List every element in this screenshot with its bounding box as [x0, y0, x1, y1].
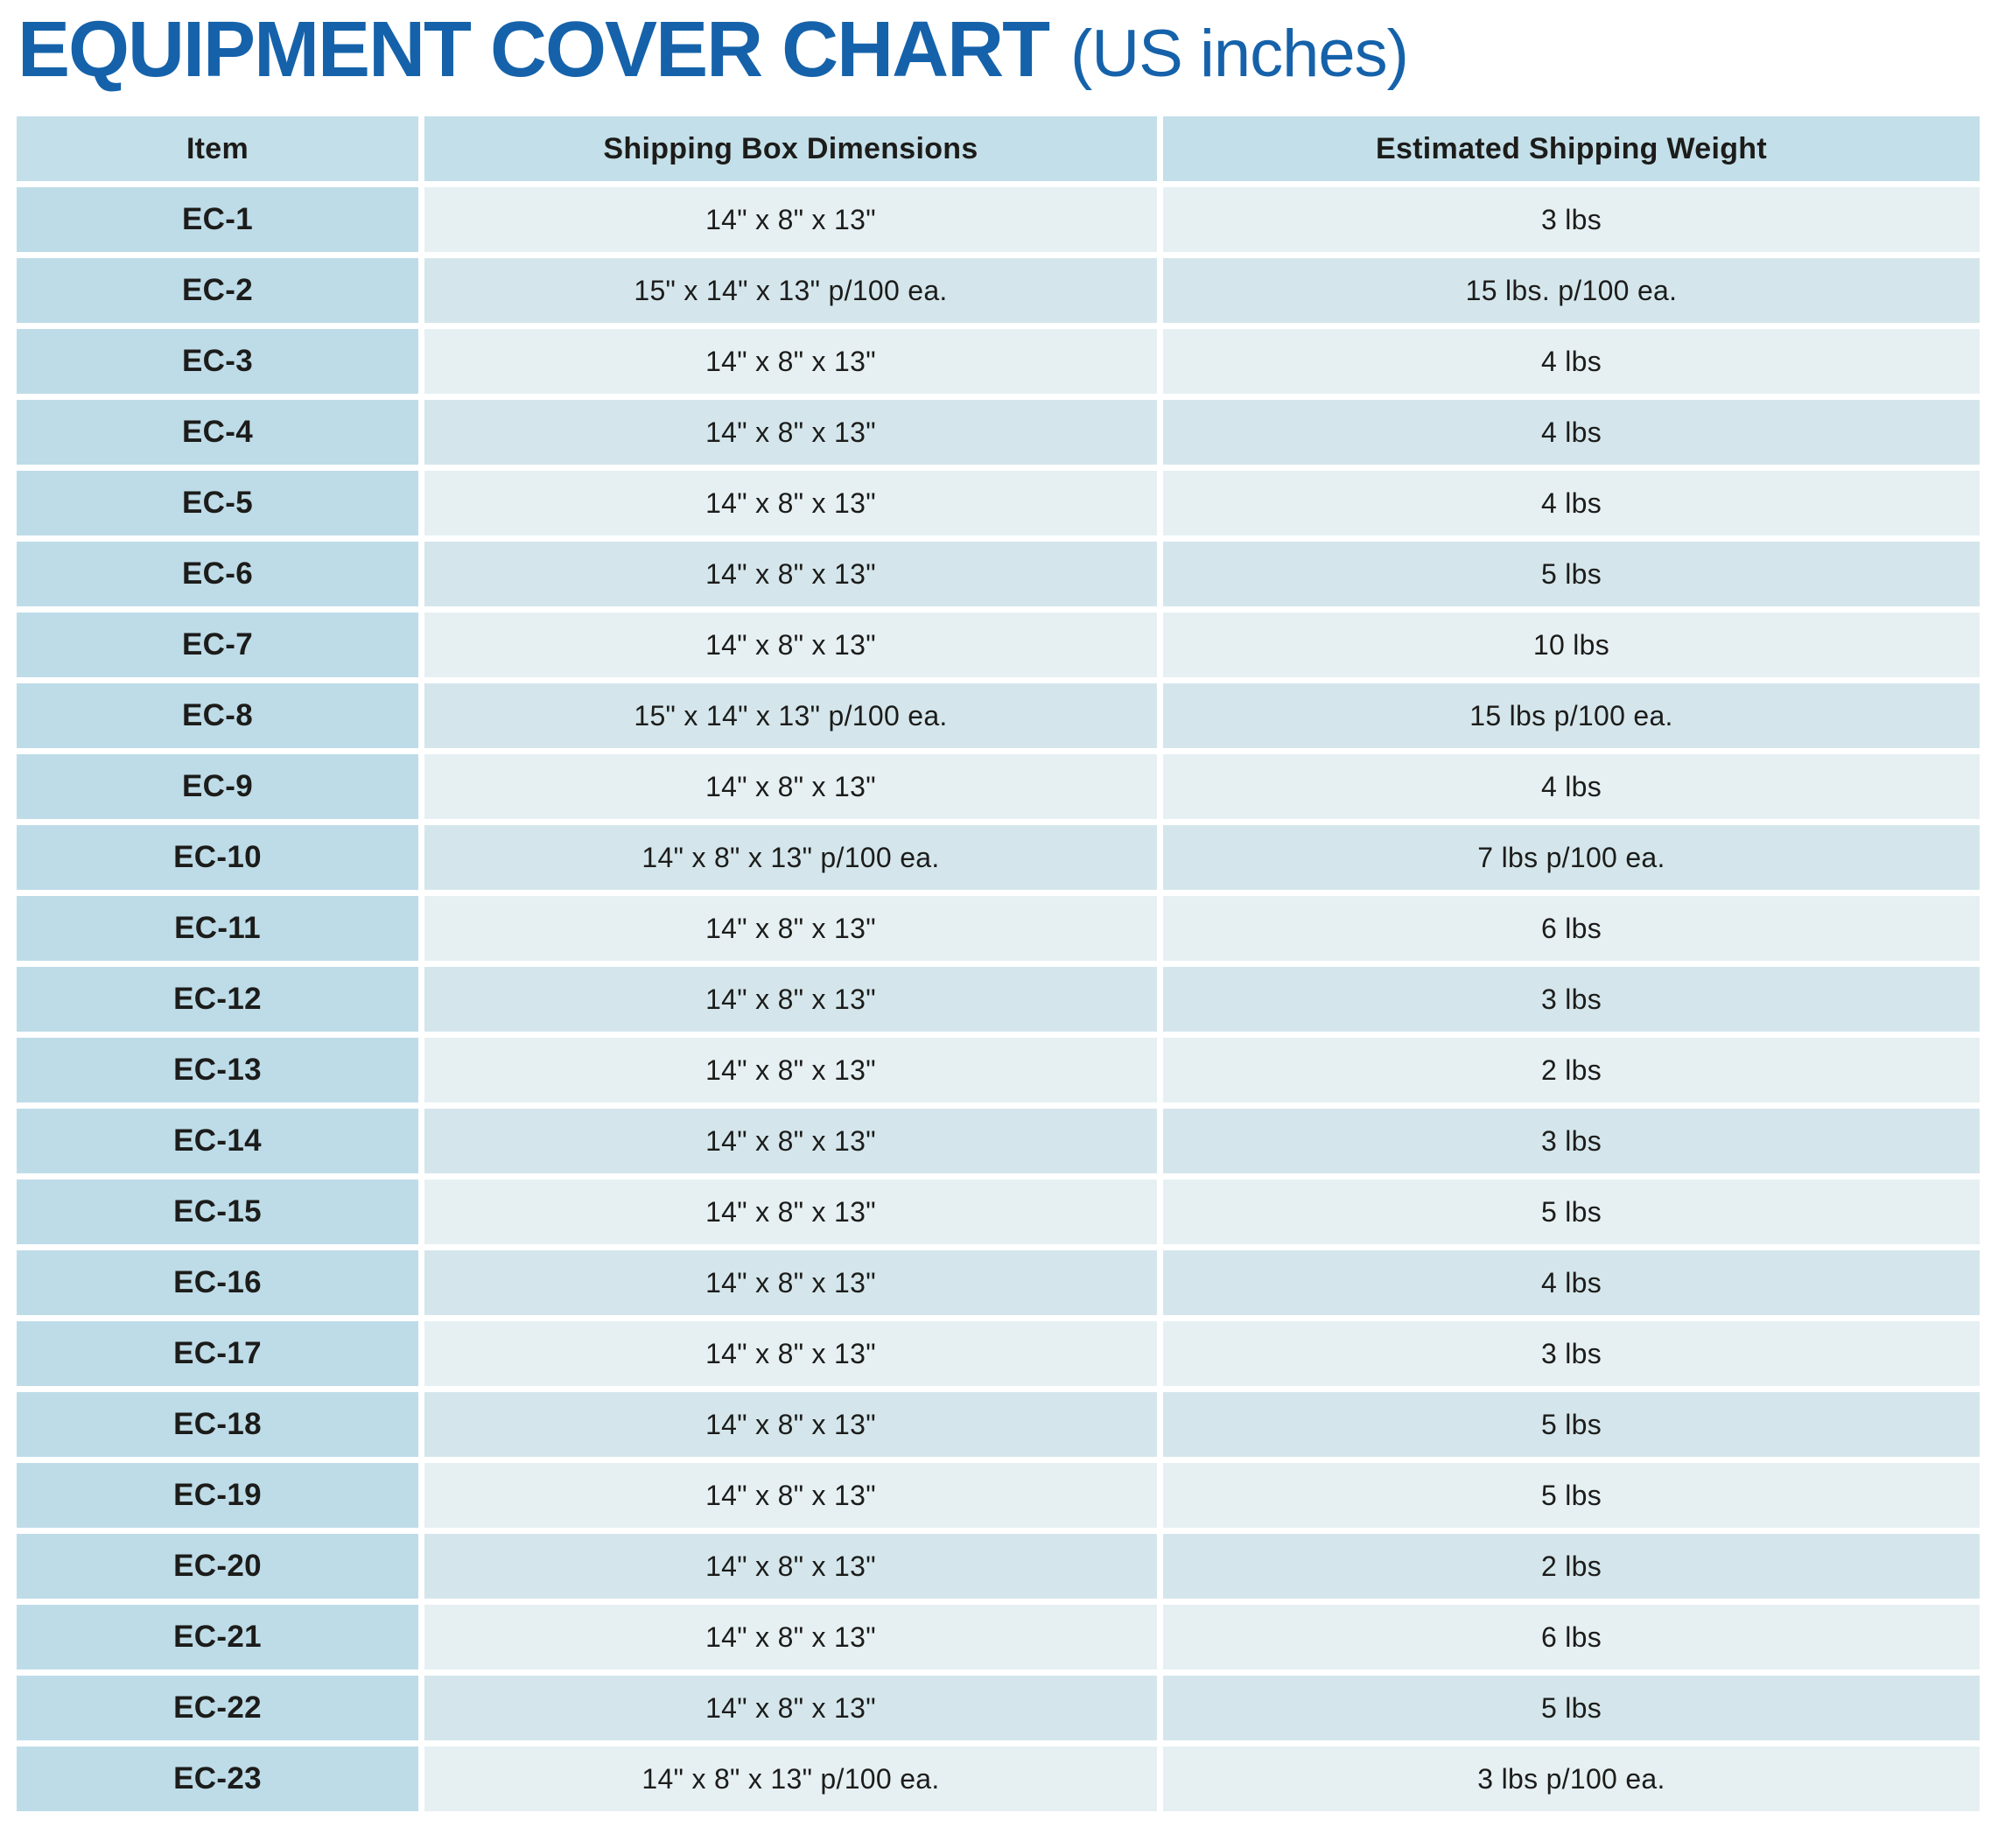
dimensions-cell: 14" x 8" x 13" [424, 1109, 1157, 1173]
dimensions-cell: 14" x 8" x 13" [424, 187, 1157, 252]
dimensions-cell: 14" x 8" x 13" [424, 1605, 1157, 1670]
weight-cell: 2 lbs [1163, 1534, 1980, 1599]
item-cell: EC-12 [17, 967, 418, 1032]
page-title-suffix: (US inches) [1069, 17, 1409, 91]
dimensions-cell: 14" x 8" x 13" p/100 ea. [424, 1746, 1157, 1811]
weight-cell: 5 lbs [1163, 1463, 1980, 1528]
item-cell: EC-11 [17, 896, 418, 961]
weight-cell: 3 lbs [1163, 1109, 1980, 1173]
weight-cell: 4 lbs [1163, 329, 1980, 394]
item-cell: EC-18 [17, 1392, 418, 1457]
item-cell: EC-8 [17, 683, 418, 748]
weight-cell: 2 lbs [1163, 1038, 1980, 1102]
weight-cell: 10 lbs [1163, 612, 1980, 677]
column-header-weight: Estimated Shipping Weight [1163, 116, 1980, 181]
weight-cell: 4 lbs [1163, 400, 1980, 465]
weight-cell: 3 lbs p/100 ea. [1163, 1746, 1980, 1811]
weight-cell: 15 lbs p/100 ea. [1163, 683, 1980, 748]
weight-cell: 6 lbs [1163, 1605, 1980, 1670]
item-cell: EC-4 [17, 400, 418, 465]
dimensions-cell: 14" x 8" x 13" [424, 1250, 1157, 1315]
item-cell: EC-5 [17, 471, 418, 536]
dimensions-cell: 14" x 8" x 13" [424, 754, 1157, 819]
item-cell: EC-20 [17, 1534, 418, 1599]
dimensions-cell: 14" x 8" x 13" [424, 471, 1157, 536]
dimensions-cell: 14" x 8" x 13" p/100 ea. [424, 825, 1157, 890]
dimensions-cell: 14" x 8" x 13" [424, 896, 1157, 961]
item-cell: EC-13 [17, 1038, 418, 1102]
dimensions-cell: 14" x 8" x 13" [424, 400, 1157, 465]
item-cell: EC-2 [17, 258, 418, 323]
weight-cell: 4 lbs [1163, 471, 1980, 536]
item-cell: EC-6 [17, 542, 418, 606]
dimensions-cell: 14" x 8" x 13" [424, 1321, 1157, 1386]
dimensions-cell: 14" x 8" x 13" [424, 1180, 1157, 1244]
weight-cell: 3 lbs [1163, 1321, 1980, 1386]
dimensions-cell: 15" x 14" x 13" p/100 ea. [424, 683, 1157, 748]
item-cell: EC-23 [17, 1746, 418, 1811]
column-header-item: Item [17, 116, 418, 181]
weight-cell: 3 lbs [1163, 967, 1980, 1032]
dimensions-cell: 14" x 8" x 13" [424, 542, 1157, 606]
item-cell: EC-15 [17, 1180, 418, 1244]
weight-cell: 7 lbs p/100 ea. [1163, 825, 1980, 890]
item-cell: EC-10 [17, 825, 418, 890]
item-cell: EC-22 [17, 1676, 418, 1740]
column-header-dimensions: Shipping Box Dimensions [424, 116, 1157, 181]
weight-cell: 4 lbs [1163, 1250, 1980, 1315]
dimensions-cell: 14" x 8" x 13" [424, 967, 1157, 1032]
item-cell: EC-1 [17, 187, 418, 252]
weight-cell: 4 lbs [1163, 754, 1980, 819]
weight-cell: 6 lbs [1163, 896, 1980, 961]
weight-cell: 5 lbs [1163, 1180, 1980, 1244]
dimensions-cell: 14" x 8" x 13" [424, 1534, 1157, 1599]
weight-cell: 15 lbs. p/100 ea. [1163, 258, 1980, 323]
dimensions-cell: 14" x 8" x 13" [424, 1038, 1157, 1102]
dimensions-cell: 14" x 8" x 13" [424, 329, 1157, 394]
item-cell: EC-21 [17, 1605, 418, 1670]
item-cell: EC-17 [17, 1321, 418, 1386]
dimensions-cell: 15" x 14" x 13" p/100 ea. [424, 258, 1157, 323]
page-title-main: EQUIPMENT COVER CHART [18, 6, 1050, 94]
weight-cell: 3 lbs [1163, 187, 1980, 252]
weight-cell: 5 lbs [1163, 1392, 1980, 1457]
item-cell: EC-19 [17, 1463, 418, 1528]
item-cell: EC-14 [17, 1109, 418, 1173]
dimensions-cell: 14" x 8" x 13" [424, 1463, 1157, 1528]
dimensions-cell: 14" x 8" x 13" [424, 1392, 1157, 1457]
item-cell: EC-3 [17, 329, 418, 394]
item-cell: EC-9 [17, 754, 418, 819]
weight-cell: 5 lbs [1163, 542, 1980, 606]
page-title: EQUIPMENT COVER CHART (US inches) [18, 7, 1998, 94]
equipment-cover-table: Item Shipping Box Dimensions Estimated S… [17, 116, 1980, 1811]
item-cell: EC-7 [17, 612, 418, 677]
dimensions-cell: 14" x 8" x 13" [424, 1676, 1157, 1740]
weight-cell: 5 lbs [1163, 1676, 1980, 1740]
item-cell: EC-16 [17, 1250, 418, 1315]
dimensions-cell: 14" x 8" x 13" [424, 612, 1157, 677]
